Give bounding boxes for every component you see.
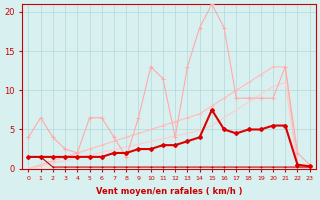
X-axis label: Vent moyen/en rafales ( km/h ): Vent moyen/en rafales ( km/h ) <box>96 187 242 196</box>
